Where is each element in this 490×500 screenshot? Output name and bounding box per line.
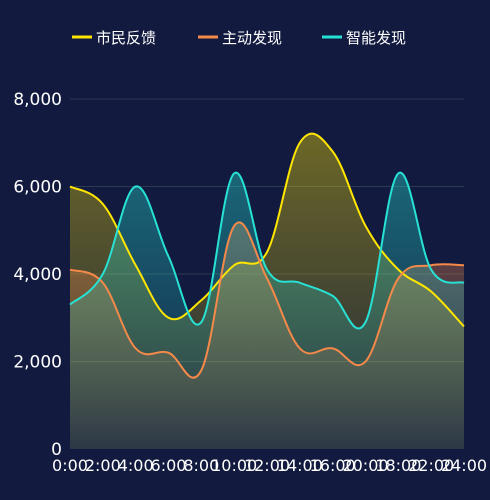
- y-tick-label: 8,000: [13, 90, 62, 110]
- x-tick-label: 4:00: [118, 456, 154, 475]
- legend-label: 智能发现: [346, 29, 406, 47]
- series-lines: [69, 132, 465, 379]
- y-axis: 0 2,000 4,000 6,000 8,000: [13, 90, 62, 460]
- x-tick-label: 18:00: [375, 456, 421, 475]
- legend-label: 市民反馈: [96, 29, 156, 47]
- series-line-2: [69, 171, 465, 330]
- legend-item-1[interactable]: 主动发现: [198, 29, 282, 47]
- legend-label: 主动发现: [222, 29, 282, 47]
- y-tick-label: 0: [51, 440, 62, 460]
- series-areas: [70, 133, 464, 449]
- legend: 市民反馈 主动发现 智能发现: [72, 29, 406, 47]
- x-tick-label: 14:00: [277, 456, 323, 475]
- legend-item-2[interactable]: 智能发现: [322, 29, 406, 47]
- x-tick-label: 12:00: [244, 456, 290, 475]
- x-tick-label: 8:00: [183, 456, 219, 475]
- x-tick-label: 10:00: [211, 456, 257, 475]
- legend-item-0[interactable]: 市民反馈: [72, 29, 156, 47]
- x-tick-label: 20:00: [342, 456, 388, 475]
- y-tick-label: 2,000: [13, 353, 62, 373]
- y-tick-label: 6,000: [13, 178, 62, 198]
- x-tick-label: 2:00: [85, 456, 121, 475]
- x-tick-label: 22:00: [408, 456, 454, 475]
- series-area-2: [70, 172, 464, 449]
- x-tick-label: 6:00: [151, 456, 187, 475]
- x-tick-label: 0:00: [52, 456, 88, 475]
- y-tick-label: 4,000: [13, 265, 62, 285]
- series-line-0: [69, 132, 465, 328]
- x-axis: 0:002:004:006:008:0010:0012:0014:0016:00…: [52, 456, 487, 475]
- x-tick-label: 16:00: [310, 456, 356, 475]
- series-line-1: [69, 221, 465, 379]
- x-tick-label: 24:00: [441, 456, 487, 475]
